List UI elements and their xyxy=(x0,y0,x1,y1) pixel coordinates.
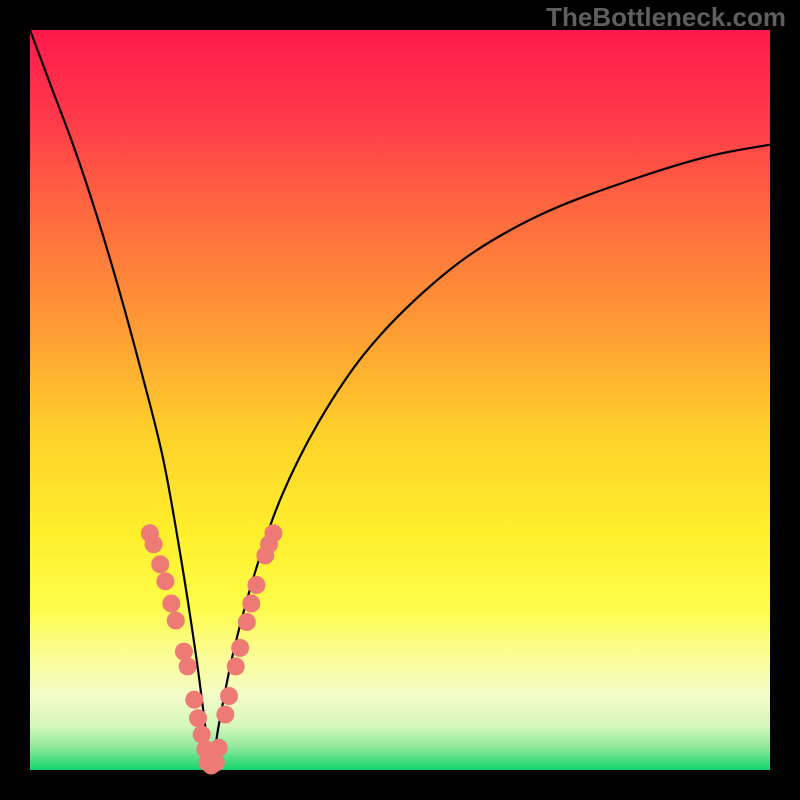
data-point xyxy=(145,535,163,553)
data-point xyxy=(151,555,169,573)
data-point xyxy=(179,657,197,675)
data-point xyxy=(207,754,225,772)
data-point xyxy=(210,739,228,757)
data-point xyxy=(238,613,256,631)
bottleneck-chart xyxy=(0,0,800,800)
watermark-text: TheBottleneck.com xyxy=(546,2,786,33)
data-point xyxy=(167,612,185,630)
plot-background xyxy=(30,30,770,770)
data-point xyxy=(227,657,245,675)
data-point xyxy=(220,687,238,705)
data-point xyxy=(231,639,249,657)
data-point xyxy=(156,572,174,590)
data-point xyxy=(242,595,260,613)
data-point xyxy=(216,706,234,724)
data-point xyxy=(247,576,265,594)
data-point xyxy=(264,524,282,542)
data-point xyxy=(185,691,203,709)
data-point xyxy=(189,709,207,727)
data-point xyxy=(162,595,180,613)
chart-frame: TheBottleneck.com xyxy=(0,0,800,800)
